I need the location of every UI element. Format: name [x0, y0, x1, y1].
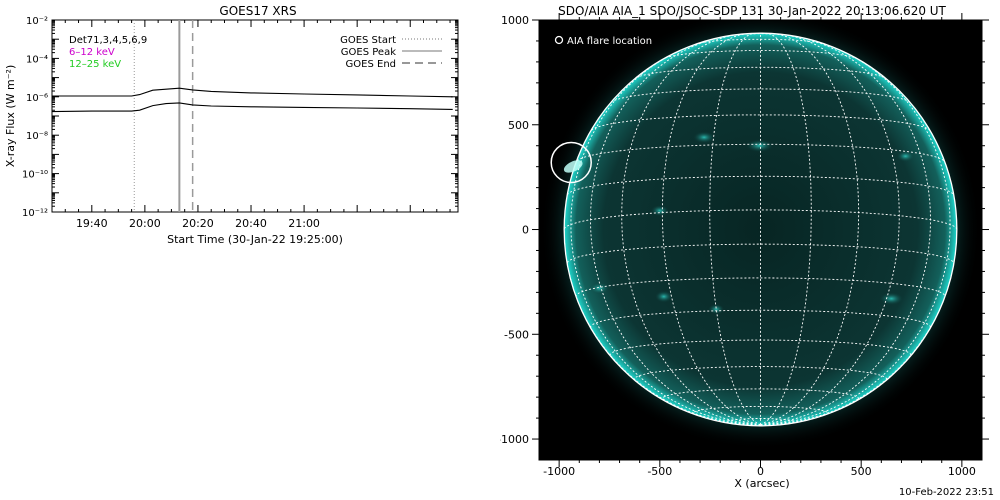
aia-x-label: X (arcsec)	[734, 477, 789, 490]
flare-location-marker	[550, 141, 592, 184]
latitude-line	[591, 114, 930, 131]
aia-x-tick-label: 500	[851, 465, 872, 478]
goes-x-tick-label: 20:20	[182, 217, 214, 230]
active-region-glow	[589, 282, 610, 295]
goes-legend-channels: Det71,3,4,5,6,9 6–12 keV 12–25 keV	[69, 35, 147, 70]
goes-y-tick-label: 10⁻¹²	[22, 208, 48, 219]
longitude-line	[760, 33, 812, 426]
latitude-line	[692, 405, 829, 416]
longitude-line	[621, 33, 761, 426]
active-region-glow	[654, 290, 673, 303]
legend-channel-12-25: 12–25 keV	[69, 59, 121, 70]
legend-goes-start: GOES Start	[340, 35, 396, 46]
goes-y-tick-label: 10⁻²	[26, 16, 48, 27]
longitude-line	[760, 33, 900, 426]
goes-chart-title: GOES17 XRS	[219, 4, 296, 18]
goes-x-tick-label: 20:40	[235, 217, 267, 230]
goes-x-axis: 19:40 20:00 20:20 20:40 21:00	[51, 20, 451, 230]
aia-x-tick-label: 0	[757, 465, 764, 478]
flare-legend-icon	[554, 35, 564, 45]
aia-legend: AIA flare location	[554, 35, 652, 47]
aia-image-chart: SDO/AIA AIA_1 SDO/JSOC-SDP 131 30-Jan-20…	[500, 4, 989, 490]
legend-goes-peak: GOES Peak	[341, 47, 396, 58]
longitude-line	[709, 33, 761, 426]
goes-x-tick-label: 20:00	[129, 217, 161, 230]
goes-series-line-0	[52, 87, 453, 98]
goes-y-tick-label: 10⁻⁴	[26, 54, 48, 65]
aia-x-axis: -1000 -500 0 500 1000	[543, 13, 976, 478]
goes-x-label: Start Time (30-Jan-22 19:25:00)	[167, 233, 343, 246]
aia-y-axis: -1000 -500 0 500 1000	[500, 14, 989, 446]
longitude-line	[760, 35, 931, 426]
active-region-glow	[693, 131, 716, 144]
longitude-line	[590, 35, 761, 426]
goes-series	[51, 87, 453, 113]
aia-y-tick-label: 0	[522, 224, 529, 237]
goes-x-tick-label: 19:40	[76, 217, 108, 230]
goes-xrs-chart: GOES17 XRS 10⁻¹² 10⁻¹⁰ 10⁻⁸ 10⁻⁶ 10⁻⁴ 10⁻² 19…	[4, 4, 459, 246]
aia-y-tick-label: 500	[508, 119, 529, 132]
aia-x-tick-label: -1000	[543, 465, 575, 478]
legend-channel-6-12: 6–12 keV	[69, 47, 115, 58]
aia-x-tick-label: 1000	[948, 465, 976, 478]
active-region-glow	[896, 150, 915, 162]
legend-goes-end: GOES End	[346, 59, 396, 70]
flare-bright-kernel	[563, 160, 583, 173]
longitude-line	[760, 33, 860, 426]
goes-y-tick-label: 10⁻⁸	[26, 131, 48, 142]
aia-y-tick-label: -500	[504, 328, 529, 341]
latitude-line	[566, 243, 955, 264]
latitude-line	[590, 309, 931, 328]
solar-disk	[564, 33, 957, 426]
latitude-line	[725, 418, 796, 425]
aia-x-tick-label: -500	[647, 465, 672, 478]
goes-series-line-1	[51, 102, 453, 113]
active-region-glow	[745, 139, 774, 153]
solar-limb	[563, 32, 958, 427]
goes-legend-markers: GOES Start GOES Peak GOES End	[340, 35, 442, 70]
active-region-glow	[879, 292, 904, 306]
latitude-line	[566, 175, 955, 196]
generation-timestamp: 10-Feb-2022 23:51	[898, 487, 994, 498]
legend-channel-det: Det71,3,4,5,6,9	[69, 35, 147, 46]
goes-x-tick-label: 21:00	[288, 217, 320, 230]
aia-y-tick-label: -1000	[500, 433, 529, 446]
flare-location-circle	[550, 141, 592, 184]
goes-y-axis: 10⁻¹² 10⁻¹⁰ 10⁻⁸ 10⁻⁶ 10⁻⁴ 10⁻²	[22, 16, 458, 219]
goes-markers	[133, 20, 194, 212]
goes-y-label: X-ray Flux (W m⁻²)	[4, 65, 17, 167]
latitude-line	[575, 277, 946, 297]
longitude-line	[661, 33, 761, 426]
flare-legend-label: AIA flare location	[567, 36, 652, 47]
goes-y-tick-label: 10⁻⁶	[26, 93, 48, 104]
active-region-glow	[708, 303, 725, 315]
latitude-line	[633, 366, 888, 381]
aia-y-tick-label: 1000	[501, 14, 529, 27]
aia-chart-title: SDO/AIA AIA_1 SDO/JSOC-SDP 131 30-Jan-20…	[558, 4, 946, 18]
goes-y-tick-label: 10⁻¹⁰	[22, 170, 48, 181]
active-region-glow	[650, 205, 669, 217]
